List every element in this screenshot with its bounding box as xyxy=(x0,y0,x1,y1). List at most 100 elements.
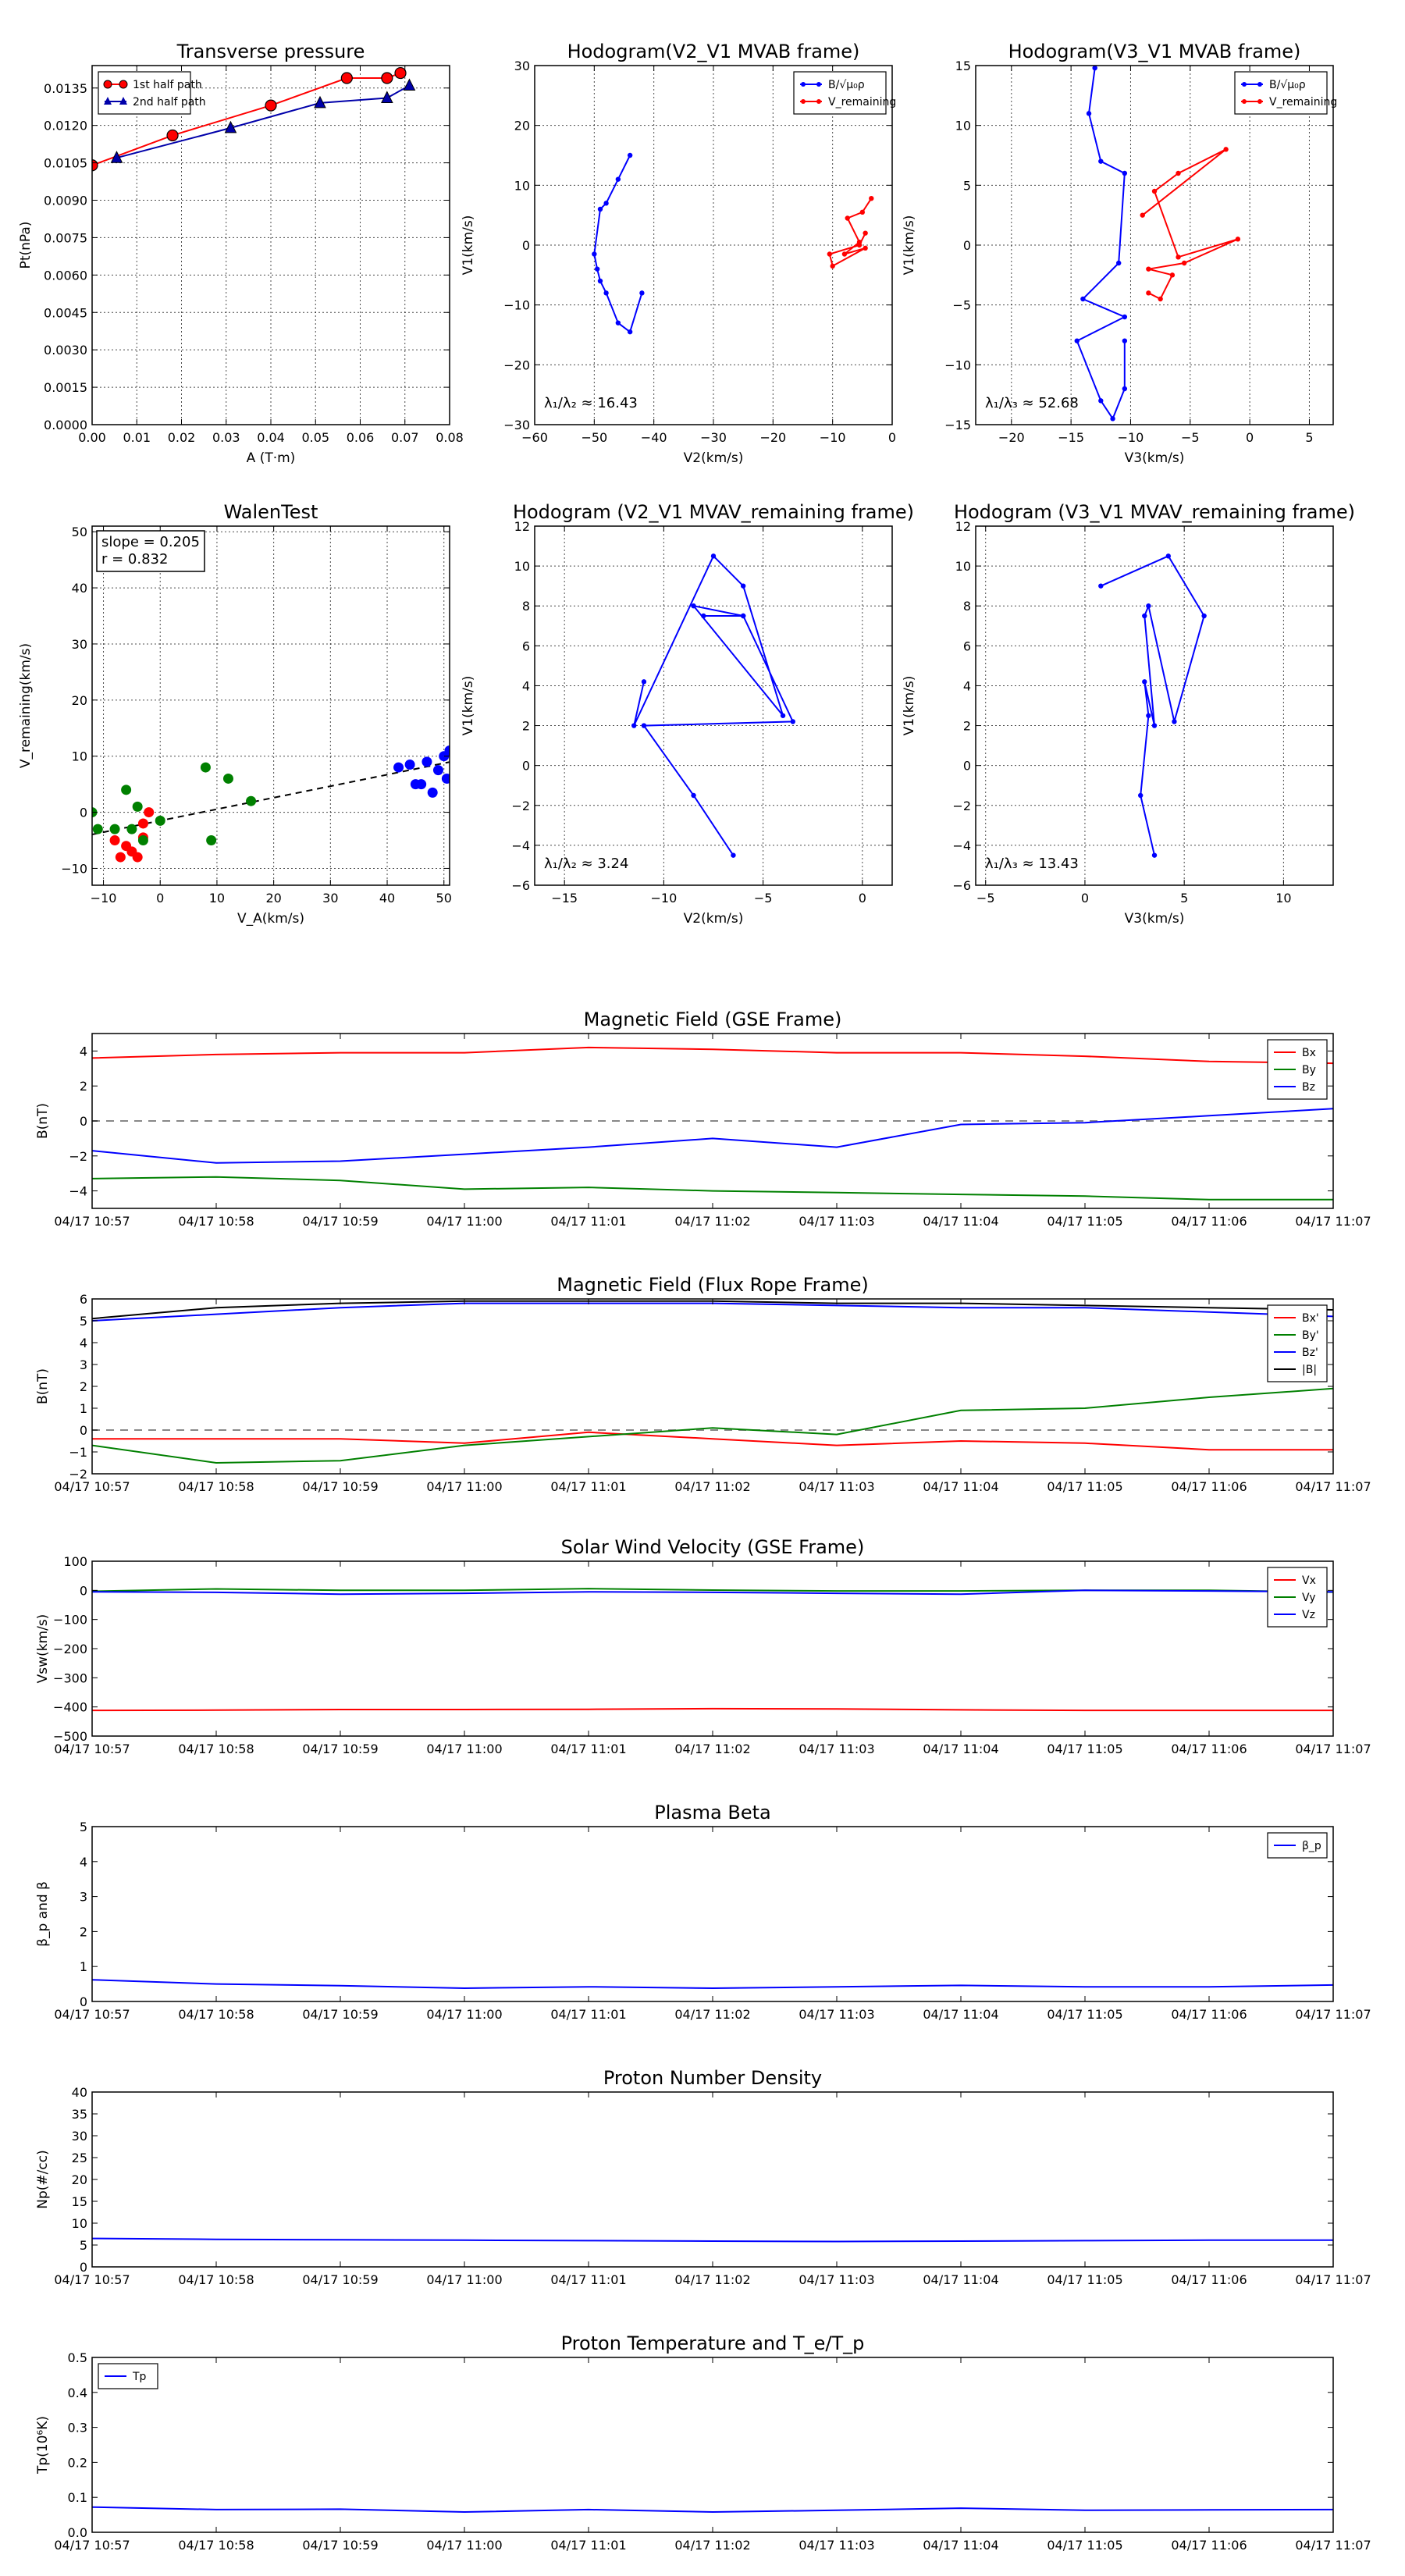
x-tick-label: 50 xyxy=(436,891,452,906)
data-point xyxy=(314,95,326,109)
y-tick-label: 4 xyxy=(80,1336,87,1350)
data-point xyxy=(859,209,866,215)
y-tick-label: 0.0075 xyxy=(44,230,87,245)
y-tick-label: −2 xyxy=(511,799,530,813)
data-point xyxy=(827,251,833,257)
x-tick-label: −5 xyxy=(976,891,995,906)
data-point xyxy=(441,773,450,784)
data-point xyxy=(1146,603,1151,609)
fit-line xyxy=(92,761,450,836)
x-tick-label: 04/17 11:04 xyxy=(923,2538,998,2553)
data-point xyxy=(863,245,868,251)
x-tick-label: 04/17 11:04 xyxy=(923,2272,998,2287)
y-tick-label: −300 xyxy=(53,1670,87,1685)
x-tick-label: −20 xyxy=(998,430,1025,445)
series-line xyxy=(92,2506,1333,2514)
series-line xyxy=(92,1046,1333,1065)
data-point xyxy=(856,242,863,248)
panel-walen: −10 0 10 20 30 40 50 −10 0 10 20 30 40 50 WalenTest V_A… xyxy=(18,501,452,927)
x-tick-label: 0.01 xyxy=(123,430,151,445)
stats-box xyxy=(96,530,205,572)
data-point xyxy=(691,792,696,799)
x-tick-label: 04/17 10:59 xyxy=(302,1742,378,1756)
y-axis-label: B(nT) xyxy=(35,1103,51,1139)
x-axis-label: A (T·m) xyxy=(247,450,296,466)
panel-bfr: 04/17 10:57 04/17 10:58 04/17 10:59 04/17 1… xyxy=(35,1274,1371,1494)
y-tick-label: −20 xyxy=(503,358,530,372)
series-2 xyxy=(393,745,450,798)
data-point xyxy=(1122,338,1128,343)
legend-marker xyxy=(1257,82,1262,87)
y-tick-label: 15 xyxy=(72,2194,87,2209)
y-tick-label: 2 xyxy=(963,719,971,734)
x-tick-label: 0.07 xyxy=(391,430,419,445)
x-tick-label: 10 xyxy=(209,891,225,906)
legend-marker xyxy=(1242,82,1247,87)
panel-title: Magnetic Field (Flux Rope Frame) xyxy=(557,1274,868,1296)
data-point xyxy=(422,756,432,767)
data-point xyxy=(1098,583,1104,589)
plot-frame xyxy=(91,1298,1334,1475)
y-tick-label: 50 xyxy=(72,525,87,539)
x-tick-label: 0 xyxy=(156,891,164,906)
series-line xyxy=(92,1707,1333,1712)
x-tick-label: 5 xyxy=(1180,891,1188,906)
y-tick-label: 6 xyxy=(80,1292,87,1307)
data-point xyxy=(115,852,126,863)
x-tick-label: 04/17 10:57 xyxy=(54,1742,130,1756)
x-tick-label: 0.06 xyxy=(347,430,375,445)
x-tick-label: 10 xyxy=(1275,891,1291,906)
data-point xyxy=(1223,147,1229,152)
x-tick-label: −15 xyxy=(551,891,578,906)
legend-marker xyxy=(801,82,806,87)
y-tick-label: 0.0 xyxy=(68,2525,87,2540)
y-axis-label: Pt(nPa) xyxy=(18,222,34,269)
legend-marker xyxy=(816,82,821,87)
legend-marker xyxy=(104,97,112,105)
data-point xyxy=(381,91,393,104)
series-By xyxy=(92,1176,1333,1201)
x-tick-label: 04/17 11:03 xyxy=(799,1742,874,1756)
legend-marker xyxy=(103,80,112,89)
x-tick-label: −20 xyxy=(759,430,786,445)
x-tick-label: 04/17 11:02 xyxy=(674,2538,750,2553)
y-tick-label: 30 xyxy=(72,637,87,652)
data-point xyxy=(444,745,450,756)
legend-label: Vx xyxy=(1302,1574,1316,1587)
panel-title: Proton Number Density xyxy=(603,2067,822,2089)
plot-frame xyxy=(975,65,1334,425)
x-tick-label: 04/17 10:58 xyxy=(178,2272,254,2287)
data-point xyxy=(615,176,621,182)
data-point xyxy=(132,801,143,812)
legend-marker xyxy=(816,99,821,104)
panel-title: Plasma Beta xyxy=(654,1802,770,1823)
x-tick-label: −60 xyxy=(521,430,548,445)
x-tick-label: 30 xyxy=(322,891,338,906)
y-tick-label: 0.0060 xyxy=(44,268,87,283)
y-tick-label: 0 xyxy=(80,1994,87,2009)
x-tick-label: 04/17 11:00 xyxy=(426,2007,502,2022)
x-tick-label: 04/17 11:00 xyxy=(426,1742,502,1756)
data-point xyxy=(731,852,736,858)
y-tick-label: 0.0135 xyxy=(44,81,87,96)
series-V_remaining xyxy=(1140,147,1241,302)
y-tick-label: 2 xyxy=(80,1079,87,1094)
y-tick-label: 0 xyxy=(80,1114,87,1129)
data-point xyxy=(1098,398,1104,404)
y-tick-label: −30 xyxy=(503,418,530,432)
y-tick-label: 20 xyxy=(72,2172,87,2187)
y-tick-label: 0.3 xyxy=(68,2421,87,2435)
data-point xyxy=(631,723,637,728)
legend-label: 1st half path xyxy=(133,79,202,91)
x-tick-label: 04/17 10:58 xyxy=(178,1742,254,1756)
series-line xyxy=(92,1431,1333,1451)
y-tick-label: 0.0090 xyxy=(44,194,87,208)
x-tick-label: 04/17 11:06 xyxy=(1171,2272,1247,2287)
y-tick-label: −4 xyxy=(69,1184,87,1199)
x-tick-label: 04/17 11:05 xyxy=(1047,1742,1122,1756)
legend-label: Bx' xyxy=(1302,1312,1319,1325)
data-point xyxy=(109,824,120,834)
x-tick-label: 04/17 11:06 xyxy=(1171,1742,1247,1756)
x-tick-label: 04/17 10:58 xyxy=(178,1479,254,1494)
y-tick-label: 0.0000 xyxy=(44,418,87,432)
